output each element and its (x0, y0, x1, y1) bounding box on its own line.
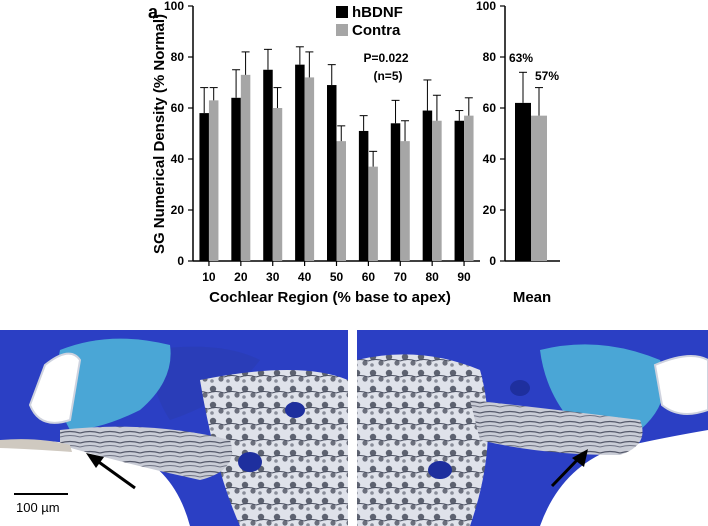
arrow-b-icon (86, 453, 136, 490)
bar-hbdnf-80 (422, 110, 433, 261)
bar-hbdnf-60 (358, 130, 369, 261)
bar-contra-40 (304, 77, 315, 262)
y-tick-label: 0 (177, 254, 184, 268)
bar-contra-30 (272, 108, 283, 261)
legend-swatch-contra (336, 24, 348, 36)
legend-label-contra: Contra (352, 22, 401, 39)
micrograph-b (0, 330, 348, 526)
mean-y-tick-label: 80 (483, 50, 497, 64)
bar-contra-20 (240, 74, 251, 261)
mean-bar-hbdnf (515, 102, 531, 262)
scale-bar-label: 100 µm (16, 500, 60, 515)
bar-contra-90 (464, 115, 474, 262)
x-tick-label: 50 (330, 270, 344, 284)
mean-y-tick-label: 0 (489, 254, 496, 268)
bar-contra-50 (336, 141, 346, 261)
x-tick-label: 40 (298, 270, 312, 284)
mean-data-label-hbdnf: 63% (509, 51, 533, 65)
panel-divider (348, 330, 357, 526)
bar-contra-10 (208, 100, 219, 261)
n-annotation: (n=5) (373, 69, 402, 83)
y-tick-label: 100 (164, 0, 184, 13)
x-tick-label: 80 (425, 270, 439, 284)
bar-contra-70 (400, 141, 410, 261)
x-tick-label: 20 (234, 270, 248, 284)
legend-swatch-hbdnf (336, 6, 348, 18)
mean-y-tick-label: 20 (483, 203, 497, 217)
micrograph-c (357, 330, 708, 526)
bar-hbdnf-30 (263, 69, 273, 261)
mean-bar-contra (531, 115, 547, 262)
x-tick-label: 70 (394, 270, 408, 284)
mean-data-label-contra: 57% (535, 69, 559, 83)
bar-chart-mean: 0 20 40 60 80 100 63%57% (476, 0, 560, 268)
arrow-c-icon (550, 449, 588, 488)
bar-contra-80 (432, 120, 442, 261)
mean-y-tick-label: 60 (483, 101, 497, 115)
bar-chart-regions: 0 20 40 60 80 100 10 20 30 40 50 60 70 80 90 (164, 0, 480, 284)
y-tick-label: 80 (171, 50, 185, 64)
x-tick-label: 10 (202, 270, 216, 284)
mean-y-tick-label: 100 (476, 0, 496, 13)
y-axis-title: SG Numerical Density (% Normal) (151, 14, 168, 254)
bar-hbdnf-20 (231, 97, 241, 261)
mean-category-label: Mean (513, 289, 551, 306)
legend-label-hbdnf: hBDNF (352, 4, 403, 21)
bar-hbdnf-90 (454, 120, 465, 261)
y-tick-label: 60 (171, 101, 185, 115)
bar-hbdnf-10 (199, 113, 209, 261)
p-value-annotation: P=0.022 (363, 51, 408, 65)
bar-hbdnf-70 (390, 123, 401, 261)
y-tick-label: 40 (171, 152, 185, 166)
x-tick-label: 90 (457, 270, 471, 284)
bar-hbdnf-40 (295, 64, 305, 262)
bar-contra-60 (368, 166, 378, 261)
bar-hbdnf-50 (327, 85, 337, 261)
legend: hBDNF Contra (336, 4, 403, 39)
panel-label-a: a (148, 2, 159, 22)
mean-y-tick-label: 40 (483, 152, 497, 166)
y-tick-label: 20 (171, 203, 185, 217)
x-tick-label: 60 (362, 270, 376, 284)
x-axis-title: Cochlear Region (% base to apex) (209, 289, 451, 306)
x-tick-label: 30 (266, 270, 280, 284)
